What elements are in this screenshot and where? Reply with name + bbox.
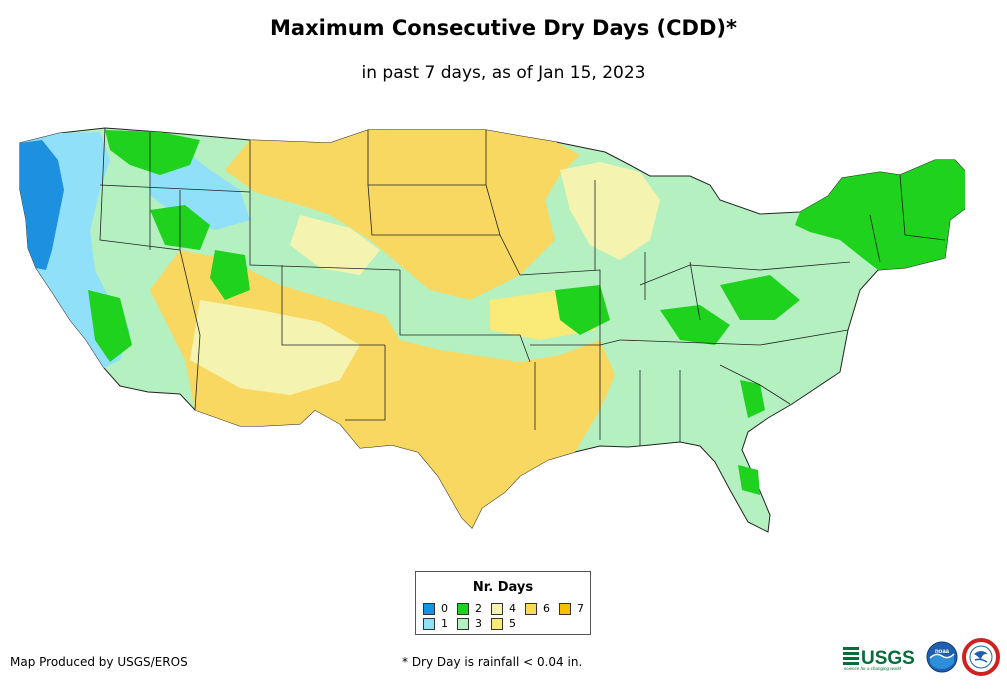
- usgs-logo-tagline: science for a changing world: [844, 666, 902, 671]
- legend-swatch-0: [423, 603, 435, 615]
- legend-swatch-4: [491, 603, 503, 615]
- legend-swatch-3: [457, 618, 469, 630]
- map-title: Maximum Consecutive Dry Days (CDD)*: [270, 16, 737, 40]
- noaa-logo-text: noaa: [935, 649, 950, 655]
- legend-item-7: 7: [559, 603, 584, 615]
- map-subtitle: in past 7 days, as of Jan 15, 2023: [361, 63, 646, 83]
- zone-2-patches: [88, 130, 965, 495]
- nws-logo-icon: [962, 638, 1000, 676]
- legend-title: Nr. Days: [472, 580, 534, 595]
- legend-item-0: 0: [423, 603, 448, 615]
- legend-swatch-1: [423, 618, 435, 630]
- zone-4-plains: [290, 215, 380, 275]
- zone-0-coast: [20, 140, 64, 270]
- dry-day-footnote: * Dry Day is rainfall < 0.04 in.: [402, 655, 583, 669]
- legend-item-6: 6: [525, 603, 550, 615]
- legend-swatch-5: [491, 618, 503, 630]
- zone-4-west: [190, 300, 360, 395]
- legend-item-4: 4: [491, 603, 516, 615]
- zone-6-plains: [225, 130, 580, 300]
- legend-swatch-2: [457, 603, 469, 615]
- legend-item-3: 3: [457, 618, 482, 630]
- legend-item-5: 5: [491, 618, 516, 630]
- legend-swatch-6: [525, 603, 537, 615]
- zone-4-north: [560, 162, 660, 260]
- state-borders: [99, 127, 946, 446]
- map-credit: Map Produced by USGS/EROS: [10, 655, 188, 669]
- noaa-logo-icon: noaa: [926, 641, 958, 673]
- usgs-logo-text: USGS: [861, 648, 915, 669]
- usgs-logo-icon: USGS science for a changing world: [843, 647, 915, 671]
- legend-swatch-7: [559, 603, 571, 615]
- legend-item-2: 2: [457, 603, 482, 615]
- legend-item-1: 1: [423, 618, 448, 630]
- map-legend: Nr. Days 0 1 2 3 4 5 6 7: [415, 571, 591, 635]
- us-cdd-map: [19, 127, 965, 533]
